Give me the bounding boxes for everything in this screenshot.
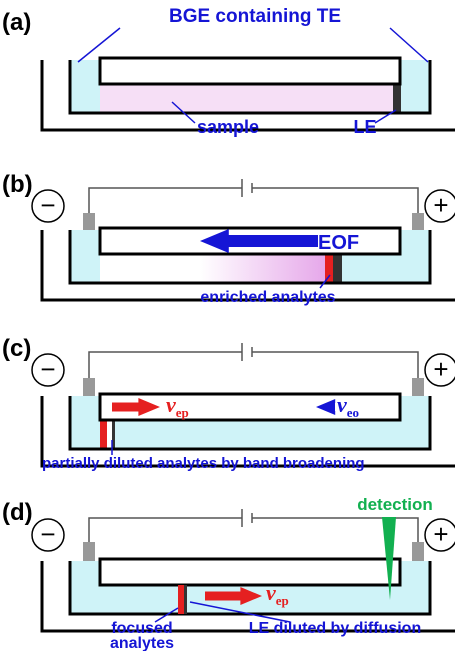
gradient-zone [200,254,325,283]
diagram: (a) BGE containing TE sample LE (b) − + … [0,0,455,651]
annotation: sample [197,117,259,137]
annotation: detection [357,495,433,514]
water [100,254,200,283]
electrode-sign: − [40,354,55,384]
annotation: LE diluted by diffusion [249,620,421,637]
annotation: analytes [110,635,174,651]
le-zone [393,84,401,113]
analyte-band [325,254,333,283]
panel-label: (d) [2,499,33,526]
velocity-subscript: eo [347,405,359,420]
velocity-subscript: ep [276,593,289,608]
velocity-subscript: ep [176,405,189,420]
panel-label: (b) [2,171,33,198]
le-zone [333,254,342,283]
panel-label: (c) [2,335,31,362]
electrode-sign: + [433,190,448,220]
analyte-band [100,420,107,449]
annotation: LE [353,117,376,137]
capillary [100,58,400,84]
page: {"panels": [ {"label": "(a)", "top_label… [0,0,455,651]
capillary [100,559,400,585]
analyte-band [178,585,184,614]
annotation: partially diluted analytes by band broad… [42,455,365,472]
electrode-sign: + [433,354,448,384]
annotation: enriched analytes [200,289,335,306]
wire [89,352,418,378]
electrode-sign: − [40,190,55,220]
wire [89,188,418,213]
sample-zone [100,84,393,113]
electrode-sign: − [40,519,55,549]
panel-label: (a) [2,9,31,36]
velocity-symbol: v [337,392,347,417]
le-zone [184,585,187,614]
electrode-sign: + [433,519,448,549]
annotation: EOF [318,232,359,254]
annotation: BGE containing TE [169,6,341,27]
wire [89,518,418,542]
velocity-symbol: v [266,580,276,605]
velocity-symbol: v [166,392,176,417]
